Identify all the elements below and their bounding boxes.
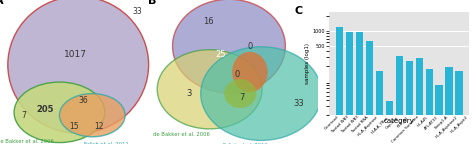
Text: HL-A_Aspirase: HL-A_Aspirase (357, 115, 379, 137)
Ellipse shape (59, 94, 125, 137)
Text: 7: 7 (239, 93, 245, 102)
Text: Cap-Seq: Cap-Seq (385, 115, 399, 130)
Ellipse shape (232, 52, 268, 92)
Ellipse shape (201, 47, 321, 140)
Text: Common Surname: Common Surname (391, 115, 419, 144)
Ellipse shape (8, 0, 149, 133)
Text: de Bakker et al. 2006: de Bakker et al. 2006 (153, 132, 210, 137)
Text: 33: 33 (293, 99, 304, 108)
Ellipse shape (173, 0, 285, 93)
Text: 25: 25 (216, 50, 226, 59)
Bar (356, 32, 363, 144)
Text: 0: 0 (247, 42, 253, 51)
Bar (366, 41, 373, 144)
Text: HL-A_Aspir2: HL-A_Aspir2 (450, 115, 469, 134)
Ellipse shape (14, 82, 105, 143)
Text: Tastad RNA: Tastad RNA (351, 115, 369, 133)
Bar (336, 27, 343, 144)
Text: Gourraud: Gourraud (324, 115, 339, 131)
Bar (416, 58, 423, 144)
Text: Tastad WB3: Tastad WB3 (330, 115, 349, 134)
Text: 7: 7 (21, 111, 26, 120)
Text: A: A (0, 0, 4, 6)
Text: 33: 33 (133, 7, 143, 16)
Text: 36: 36 (78, 96, 88, 105)
Text: Erlich et al. 2011: Erlich et al. 2011 (223, 143, 267, 144)
Text: 16: 16 (203, 17, 213, 26)
Bar (436, 85, 443, 144)
Text: 12: 12 (94, 122, 103, 131)
Text: 205: 205 (36, 105, 54, 114)
Bar (446, 67, 453, 144)
Ellipse shape (224, 79, 256, 108)
Bar (456, 71, 463, 144)
Text: Erlich et al. 2011: Erlich et al. 2011 (84, 142, 129, 144)
Text: HLA-A_YBas: HLA-A_YBas (370, 115, 389, 134)
Text: HL-A_Aspirase2: HL-A_Aspirase2 (435, 115, 459, 139)
Text: 0: 0 (234, 70, 240, 79)
Y-axis label: samples (log1): samples (log1) (305, 43, 310, 84)
Bar (376, 71, 383, 144)
Bar (396, 56, 403, 144)
Text: C: C (294, 6, 302, 16)
Text: HL-A45: HL-A45 (417, 115, 429, 128)
Bar (386, 101, 393, 144)
Text: 1017: 1017 (64, 50, 87, 59)
X-axis label: category: category (384, 118, 415, 124)
Text: ATL-AT33: ATL-AT33 (424, 115, 439, 131)
Ellipse shape (157, 50, 262, 129)
Bar (426, 69, 433, 144)
Text: Sinop1-A: Sinop1-A (434, 115, 449, 130)
Bar (406, 61, 413, 144)
Bar (346, 32, 353, 144)
Text: 3: 3 (186, 89, 191, 98)
Text: 15: 15 (69, 122, 78, 131)
Text: Tastad WB3: Tastad WB3 (340, 115, 359, 134)
Text: P1E_A2: P1E_A2 (396, 115, 410, 128)
Text: de Bakker et al. 2006: de Bakker et al. 2006 (0, 139, 54, 144)
Text: B: B (148, 0, 157, 6)
